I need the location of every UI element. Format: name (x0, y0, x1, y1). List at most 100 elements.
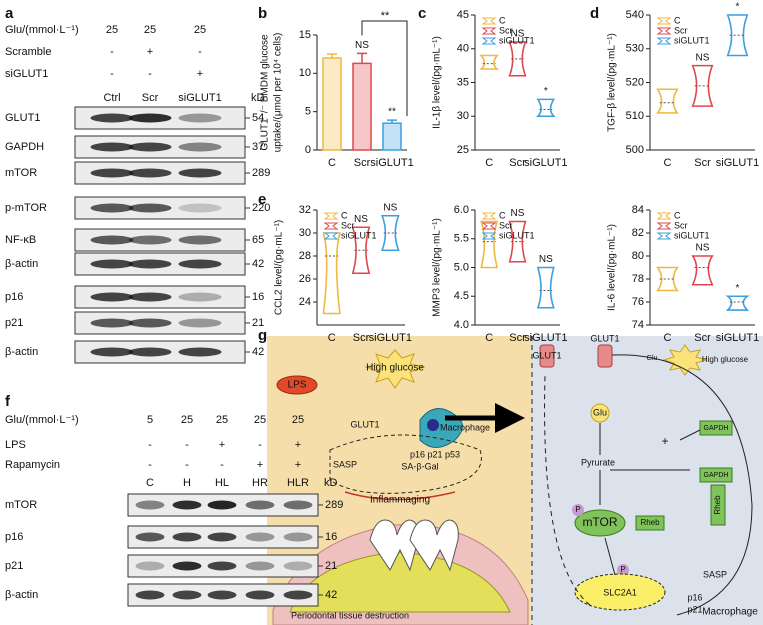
panel-label: a (5, 5, 14, 22)
legend-label: Scr (499, 25, 513, 35)
inflammaging-arc (344, 491, 456, 501)
y-tick-label: 520 (626, 76, 644, 88)
lps-oval (276, 375, 318, 395)
tooth (409, 519, 459, 572)
diagram-text: + (661, 434, 668, 448)
condition-label: LPS (5, 439, 26, 451)
band (178, 113, 222, 123)
gapdh-box (699, 420, 733, 436)
diagram-text: LPS (288, 380, 307, 391)
y-tick-label: 74 (632, 319, 644, 331)
condition-value: 25 (144, 24, 156, 36)
legend-label: siGLUT1 (499, 35, 535, 45)
y-tick-label: 530 (626, 43, 644, 55)
diagram-text: Glu (647, 355, 658, 362)
y-tick-label: 540 (626, 9, 644, 21)
band (178, 203, 222, 213)
y-tick-label: 82 (632, 227, 644, 239)
diagram-text: Glu (593, 407, 607, 417)
annotation: NS (354, 214, 368, 225)
x-tick-label: C (328, 332, 336, 344)
y-tick-label: 5.5 (454, 233, 469, 245)
x-tick-label: C (664, 332, 672, 344)
lane-label: H (183, 477, 191, 489)
cell-outline (329, 434, 482, 494)
y-tick-label: 84 (632, 204, 644, 216)
legend-swatch (656, 232, 672, 240)
legend-swatch (481, 17, 497, 25)
diagram-text: SASP (703, 569, 727, 579)
comparison-label: ** (381, 10, 390, 22)
sun-right (662, 344, 708, 376)
lane-label: Ctrl (103, 92, 120, 104)
kd-value: 54 (252, 112, 264, 124)
violin (726, 14, 749, 57)
legend-label: siGLUT1 (674, 35, 710, 45)
lane-label: siGLUT1 (178, 92, 221, 104)
error-bar (387, 119, 397, 124)
panel-label: b (258, 5, 267, 22)
kd-label: kD (324, 477, 338, 489)
glut1-channel (539, 344, 555, 368)
annotation: NS (696, 52, 710, 63)
kd-value: 65 (252, 234, 264, 246)
band (207, 590, 237, 600)
band (172, 500, 202, 510)
legend-swatch (323, 212, 339, 220)
band (90, 142, 134, 152)
protein-label: β-actin (5, 346, 38, 358)
kd-value: 42 (252, 258, 264, 270)
x-tick-label: siGLUT1 (524, 332, 567, 344)
y-tick-label: 15 (299, 29, 311, 41)
condition-label: Scramble (5, 46, 51, 58)
p-circle (617, 564, 629, 576)
glu-circle (590, 403, 610, 423)
x-tick-label: Scr (353, 332, 370, 344)
diagram-text: Rheb (713, 495, 722, 515)
legend-swatch (656, 222, 672, 230)
annotation: NS (539, 254, 553, 265)
diagram-text: Macrophage (440, 422, 490, 432)
annotation: NS (511, 29, 525, 40)
y-tick-label: 24 (299, 296, 311, 308)
annotation: * (736, 283, 740, 294)
y-axis-label: IL-6 level/(pg·mL⁻¹) (607, 224, 618, 311)
legend-swatch (481, 222, 497, 230)
band (245, 561, 275, 571)
y-axis-label: TGF-β level/(pg·mL⁻¹) (607, 33, 618, 132)
p-circle (572, 504, 584, 516)
protein-label: p21 (5, 560, 23, 572)
x-tick-label: siGLUT1 (370, 157, 413, 169)
y-tick-label: 5.0 (454, 261, 469, 273)
band (178, 318, 222, 328)
condition-value: + (295, 439, 301, 451)
protein-label: β-actin (5, 258, 38, 270)
band (135, 590, 165, 600)
band (90, 347, 134, 357)
violin (656, 266, 679, 292)
protein-label: p16 (5, 291, 23, 303)
x-tick-label: C (664, 157, 672, 169)
protein-label: GLUT1 (5, 112, 40, 124)
band (245, 500, 275, 510)
mtor-oval (574, 509, 626, 537)
diagram-text: GLUT1 (590, 333, 619, 343)
y-tick-label: 76 (632, 296, 644, 308)
band (172, 561, 202, 571)
condition-value: - (198, 46, 202, 58)
sun-left (364, 349, 426, 389)
kd-value: 289 (325, 499, 343, 511)
violin (691, 255, 714, 286)
band (135, 561, 165, 571)
error-bar (357, 52, 367, 64)
x-tick-label: siGLUT1 (716, 157, 759, 169)
band (178, 259, 222, 269)
legend-label: siGLUT1 (674, 230, 710, 240)
band (178, 168, 222, 178)
condition-label: Rapamycin (5, 459, 60, 471)
band (128, 318, 172, 328)
legend-label: C (499, 15, 506, 25)
legend-label: C (674, 210, 681, 220)
diagram-text: mTOR (582, 515, 617, 529)
kd-value: 21 (252, 317, 264, 329)
